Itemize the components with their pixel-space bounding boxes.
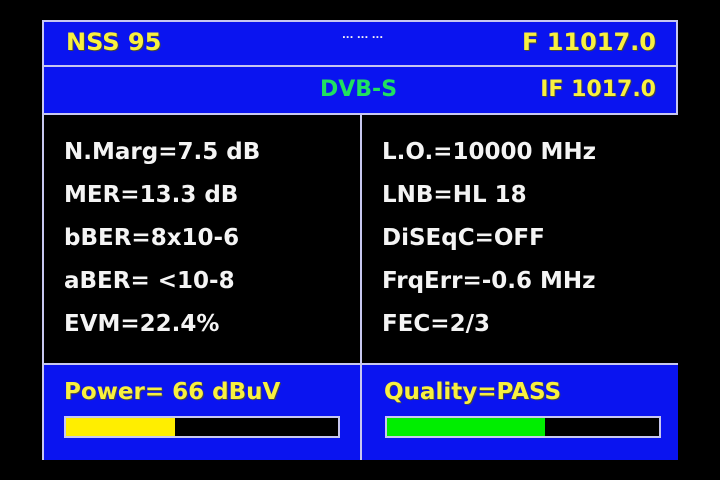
- header-bar: NSS 95 ... ... ... F 11017.0: [44, 22, 676, 67]
- meter-screen: NSS 95 ... ... ... F 11017.0 DVB-S IF 10…: [42, 20, 678, 460]
- if-frequency: IF 1017.0: [540, 77, 656, 102]
- param-frqerr: FrqErr=-0.6 MHz: [382, 268, 596, 294]
- standard: DVB-S: [320, 77, 398, 102]
- param-lo: L.O.=10000 MHz: [382, 139, 596, 165]
- param-nmarg: N.Marg=7.5 dB: [64, 139, 261, 165]
- quality-panel: Quality=PASS: [362, 363, 678, 460]
- power-label: Power= 66 dBuV: [64, 379, 281, 405]
- param-aber: aBER= <10-8: [64, 268, 235, 294]
- param-mer: MER=13.3 dB: [64, 182, 239, 208]
- signal-params: N.Marg=7.5 dB MER=13.3 dB bBER=8x10-6 aB…: [44, 115, 360, 363]
- param-lnb: LNB=HL 18: [382, 182, 527, 208]
- quality-label: Quality=PASS: [384, 379, 562, 405]
- power-panel: Power= 66 dBuV: [44, 363, 360, 460]
- satellite-name: NSS 95: [66, 28, 162, 56]
- param-evm: EVM=22.4%: [64, 311, 220, 337]
- config-params: L.O.=10000 MHz LNB=HL 18 DiSEqC=OFF FrqE…: [362, 115, 678, 363]
- frequency: F 11017.0: [521, 28, 656, 56]
- divider: [360, 115, 362, 458]
- header-center: ... ... ...: [342, 30, 384, 41]
- param-diseqc: DiSEqC=OFF: [382, 225, 545, 251]
- power-bar-fill: [66, 418, 175, 436]
- quality-bar-fill: [387, 418, 545, 436]
- param-bber: bBER=8x10-6: [64, 225, 240, 251]
- power-bar: [64, 416, 340, 438]
- param-fec: FEC=2/3: [382, 311, 490, 337]
- quality-bar: [385, 416, 661, 438]
- subheader-bar: DVB-S IF 1017.0: [44, 67, 676, 115]
